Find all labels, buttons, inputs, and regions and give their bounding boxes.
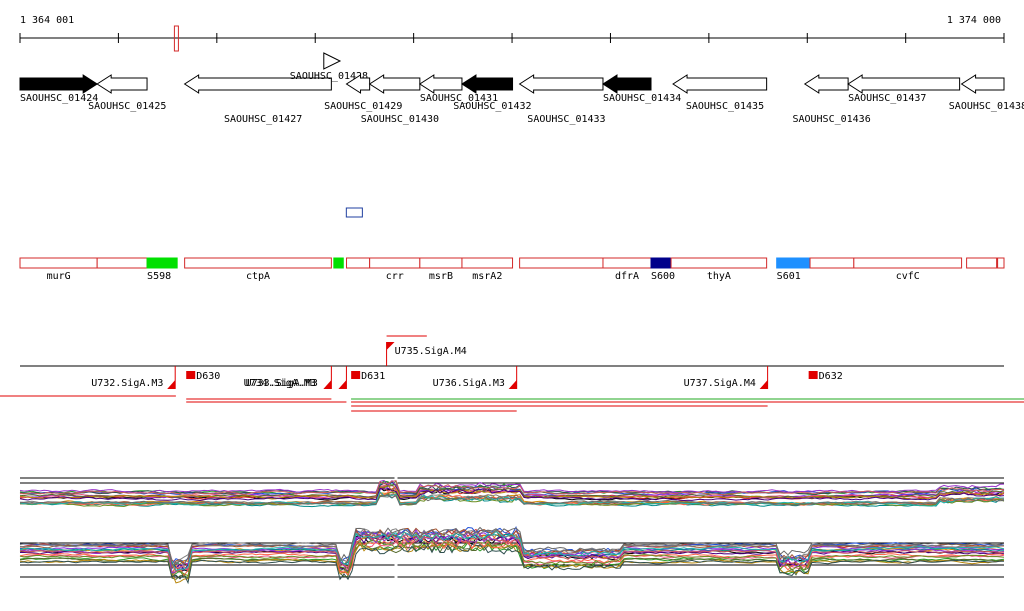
gene-arrow[interactable] — [672, 74, 768, 94]
terminator-box[interactable] — [351, 371, 361, 379]
feature-box[interactable] — [184, 257, 332, 269]
gene-arrow[interactable] — [183, 74, 332, 94]
gene-arrow[interactable] — [368, 74, 421, 94]
feature-track: murG S598 ctpA crr msrB msrA2 dfrA S600 thyA S601… — [19, 257, 1005, 282]
tu-label: U734.SigA.M3 — [244, 378, 316, 389]
tu-arrow — [759, 380, 768, 389]
feature-box[interactable] — [966, 257, 1005, 269]
tu-arrow — [338, 380, 347, 389]
terminator-label: D631 — [361, 371, 385, 382]
expression-trace — [19, 526, 1005, 566]
gene-arrow[interactable] — [518, 74, 604, 94]
tu-arrow — [508, 380, 517, 389]
gene-label: SAOUHSC_01434 — [603, 93, 681, 104]
tu-label: U737.SigA.M4 — [684, 378, 756, 389]
gene-arrow[interactable] — [461, 74, 514, 94]
gene-label: SAOUHSC_01433 — [527, 114, 605, 125]
gene-arrow[interactable] — [418, 74, 463, 94]
feature-label: dfrA — [615, 271, 639, 282]
gene-arrow[interactable] — [803, 74, 849, 94]
expression-trace — [19, 487, 1005, 502]
feature-label: thyA — [707, 271, 731, 282]
tu-arrow — [323, 380, 332, 389]
small-marker[interactable] — [345, 207, 363, 218]
feature-box[interactable] — [602, 257, 652, 269]
axis-end-label: 1 374 000 — [947, 15, 1001, 26]
feature-box[interactable] — [96, 257, 148, 269]
expression-trace — [19, 484, 1005, 500]
feature-box[interactable] — [776, 257, 811, 269]
gene-arrow[interactable] — [19, 74, 99, 94]
feature-label: S600 — [651, 271, 675, 282]
feature-label: crr — [386, 271, 404, 282]
tu-arrow — [167, 380, 176, 389]
gene-label: SAOUHSC_01435 — [686, 101, 764, 112]
gene-arrow[interactable] — [96, 74, 148, 94]
axis-start-label: 1 364 001 — [20, 15, 74, 26]
feature-label: S601 — [777, 271, 801, 282]
feature-box[interactable] — [809, 257, 855, 269]
gene-label: SAOUHSC_01428 — [290, 71, 368, 82]
gene-label: SAOUHSC_01425 — [88, 101, 166, 112]
feature-label: ctpA — [246, 271, 270, 282]
gene-label: SAOUHSC_01431 — [420, 93, 498, 104]
expression-trace — [19, 539, 1005, 577]
gene-label: SAOUHSC_01427 — [224, 114, 302, 125]
feature-box[interactable] — [461, 257, 514, 269]
feature-box[interactable] — [670, 257, 768, 269]
gene-label: SAOUHSC_01438 — [949, 101, 1024, 112]
expression-trace — [19, 480, 1005, 496]
tu-label: U733.SigA.M3 — [246, 378, 318, 389]
tu-label: U732.SigA.M3 — [91, 378, 163, 389]
terminator-box[interactable] — [186, 371, 196, 379]
feature-label: msrA2 — [472, 271, 502, 282]
terminator-label: D630 — [196, 371, 220, 382]
gene-arrow[interactable] — [847, 74, 961, 94]
gene-label: SAOUHSC_01430 — [361, 114, 439, 125]
gene-label: SAOUHSC_01432 — [453, 101, 531, 112]
feature-box[interactable] — [419, 257, 463, 269]
gene-label: SAOUHSC_01437 — [848, 93, 926, 104]
expression-trace — [19, 530, 1005, 571]
feature-box[interactable] — [346, 257, 371, 269]
expression-trace — [19, 491, 1005, 507]
gene-arrow[interactable] — [602, 74, 652, 94]
feature-label: murG — [47, 271, 71, 282]
feature-label: cvfC — [896, 271, 920, 282]
feature-box[interactable] — [333, 257, 344, 269]
expression-trace — [19, 494, 1005, 506]
feature-box[interactable] — [146, 257, 178, 269]
feature-label: msrB — [429, 271, 453, 282]
feature-box[interactable] — [19, 257, 98, 269]
feature-box[interactable] — [519, 257, 604, 269]
gene-arrow[interactable] — [345, 74, 371, 94]
coordinate-axis: 1 364 001 1 374 000 — [19, 15, 1005, 52]
tu-label: U736.SigA.M3 — [433, 378, 505, 389]
terminator-label: D632 — [819, 371, 843, 382]
tu-label: U735.SigA.M4 — [395, 346, 467, 357]
gene-arrow[interactable] — [960, 74, 1005, 94]
terminator-box[interactable] — [808, 371, 818, 379]
expression-tiling-track — [19, 474, 1005, 585]
gene-label: SAOUHSC_01424 — [20, 93, 98, 104]
expression-trace — [19, 534, 1005, 573]
feature-label: S598 — [147, 271, 171, 282]
feature-box[interactable] — [369, 257, 421, 269]
transcription-unit-track: U735.SigA.M4 U732.SigA.M3 U733.SigA.M3U734… — [0, 335, 1024, 412]
gene-label: SAOUHSC_01429 — [324, 101, 402, 112]
gene-label: SAOUHSC_01436 — [792, 114, 870, 125]
gene-arrow[interactable] — [323, 52, 342, 70]
viewport-marker[interactable] — [173, 25, 179, 52]
tu-top-arrow — [386, 342, 395, 350]
feature-box[interactable] — [853, 257, 963, 269]
feature-box[interactable] — [650, 257, 672, 269]
